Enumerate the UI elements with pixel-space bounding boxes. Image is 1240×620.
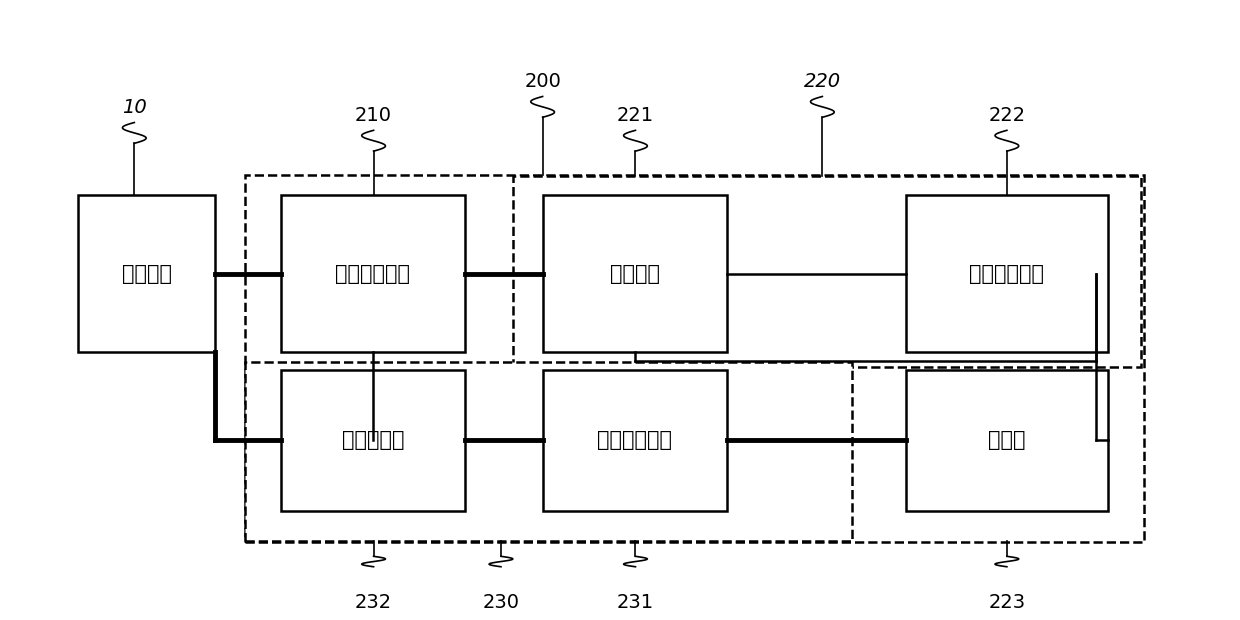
Text: 232: 232 bbox=[355, 593, 392, 612]
Text: 电流源单元: 电流源单元 bbox=[342, 430, 404, 450]
Text: 230: 230 bbox=[482, 593, 520, 612]
Bar bbox=[280, 370, 465, 510]
Text: 计数器: 计数器 bbox=[988, 430, 1025, 450]
Text: 补偿控制电路: 补偿控制电路 bbox=[598, 430, 672, 450]
Bar bbox=[78, 195, 216, 352]
Text: 待测电路: 待测电路 bbox=[122, 264, 172, 283]
Text: 222: 222 bbox=[988, 106, 1025, 125]
Text: 221: 221 bbox=[618, 106, 653, 125]
Bar bbox=[905, 195, 1109, 352]
Bar bbox=[513, 175, 1141, 367]
Text: 210: 210 bbox=[355, 106, 392, 125]
Text: 比较电路: 比较电路 bbox=[610, 264, 660, 283]
Text: 漏电检测电路: 漏电检测电路 bbox=[336, 264, 410, 283]
Text: 223: 223 bbox=[988, 593, 1025, 612]
Bar bbox=[246, 175, 1143, 542]
Bar bbox=[905, 370, 1109, 510]
Bar bbox=[280, 195, 465, 352]
Bar bbox=[543, 195, 727, 352]
Text: 时钟控制电路: 时钟控制电路 bbox=[970, 264, 1044, 283]
Bar bbox=[543, 370, 727, 510]
Bar bbox=[246, 362, 852, 541]
Text: 231: 231 bbox=[618, 593, 653, 612]
Text: 10: 10 bbox=[122, 99, 146, 117]
Text: 200: 200 bbox=[525, 73, 560, 91]
Text: 220: 220 bbox=[804, 73, 841, 91]
